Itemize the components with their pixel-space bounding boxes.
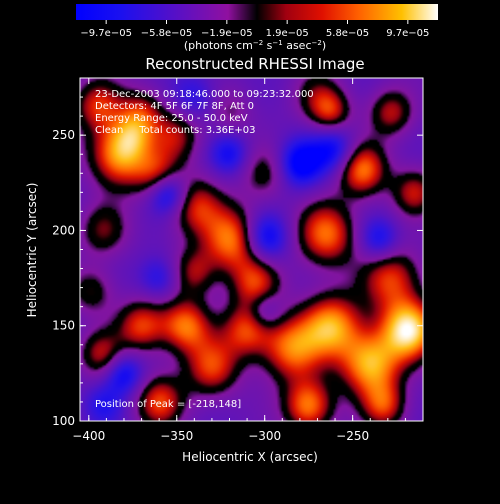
x-axis-label: Heliocentric X (arcsec) [182, 450, 318, 464]
annotation-detectors: Detectors: 4F 5F 6F 7F 8F, Att 0 [95, 101, 254, 112]
y-tick-label: 100 [52, 414, 75, 428]
y-tick-label: 200 [52, 223, 75, 237]
x-tick-label: −250 [336, 429, 369, 443]
y-axis-label: Heliocentric Y (arcsec) [25, 183, 39, 318]
annotation-energy-range: Energy Range: 25.0 - 50.0 keV [95, 113, 248, 124]
y-tick-label: 150 [52, 319, 75, 333]
annotation-time-range: 23-Dec-2003 09:18:46.000 to 09:23:32.000 [95, 89, 314, 100]
image-area [80, 78, 423, 421]
heatmap-image [80, 78, 423, 421]
x-axis-ticks: −400 −350 −300 −250 [72, 78, 424, 443]
x-tick-label: −300 [248, 429, 281, 443]
annotation-peak-position: Position of Peak = [-218,148] [95, 399, 241, 410]
colorbar-tick-label: 9.7e−05 [386, 28, 429, 39]
y-tick-label: 250 [52, 128, 75, 142]
x-tick-label: −400 [72, 429, 105, 443]
colorbar-ticks [105, 20, 409, 24]
colorbar-tick-labels: −9.7e−05 −5.8e−05 −1.9e−05 1.9e−05 5.8e−05 9.… [80, 28, 429, 39]
colorbar-tick-label: −5.8e−05 [141, 28, 193, 39]
x-tick-label: −350 [160, 429, 193, 443]
annotation-clean-counts: Clean Total counts: 3.36E+03 [95, 125, 255, 136]
colorbar-tick-label: −1.9e−05 [201, 28, 253, 39]
colorbar-tick-label: 1.9e−05 [266, 28, 309, 39]
colorbar-tick-label: 5.8e−05 [326, 28, 369, 39]
colorbar-units-label: (photons cm−2 s−1 asec−2) [184, 39, 326, 52]
chart-title: Reconstructed RHESSI Image [145, 55, 364, 73]
colorbar [76, 4, 438, 20]
colorbar-tick-label: −9.7e−05 [80, 28, 132, 39]
y-axis-ticks: 100 150 200 250 [52, 77, 423, 428]
